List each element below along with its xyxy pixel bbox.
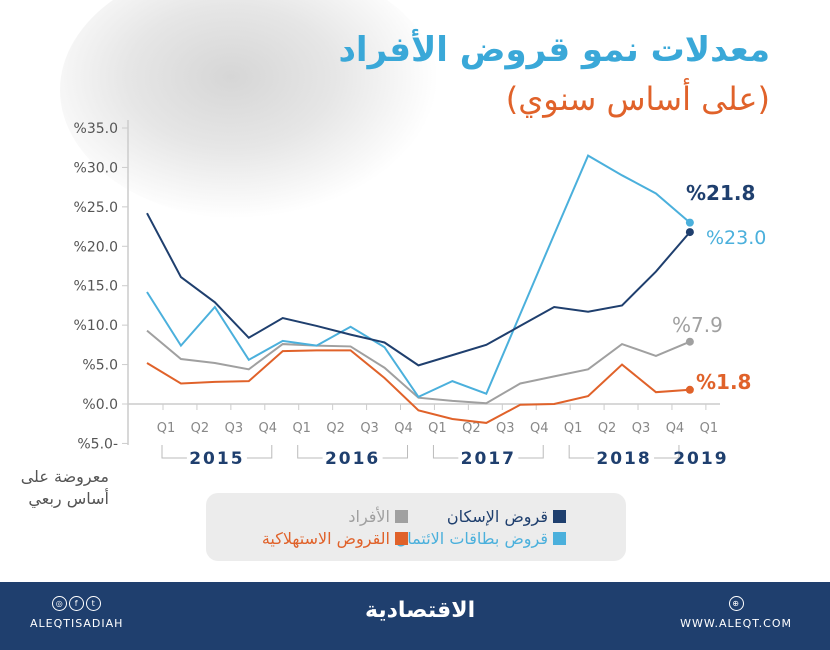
legend: قروض الإسكان الأفراد قروض بطاقات الائتما… [206, 493, 626, 561]
legend-item-consumer: القروض الاستهلاكية [262, 529, 408, 548]
end-value-label: %21.8 [686, 181, 755, 205]
x-tick-label: Q2 [326, 421, 345, 436]
x-tick-label: Q1 [428, 421, 447, 436]
globe-icon: ⊕ [728, 596, 744, 611]
y-tick-label: %10.0 [74, 318, 118, 334]
social-block: ◎ f t ALEQTISADIAH [30, 596, 123, 630]
year-bracket [161, 445, 273, 459]
end-value-label: %1.8 [696, 370, 751, 394]
legend-label: قروض الإسكان [446, 507, 548, 526]
year-label: 2015 [189, 449, 244, 469]
x-tick-label: Q3 [360, 421, 379, 436]
y-tick-label: %30.0 [74, 160, 118, 176]
year-label: 2017 [461, 449, 516, 469]
data-point [685, 337, 694, 346]
twitter-icon[interactable]: t [86, 596, 102, 611]
brand-logo: الاقتصادية [365, 598, 476, 623]
x-tick-label: Q4 [666, 421, 685, 436]
social-handle[interactable]: ALEQTISADIAH [30, 617, 124, 630]
legend-swatch [553, 510, 566, 523]
legend-swatch [395, 510, 408, 523]
x-tick-label: Q4 [530, 421, 549, 436]
series-line [146, 212, 691, 367]
y-tick-label: %20.0 [74, 239, 118, 255]
x-tick-label: Q3 [632, 421, 651, 436]
hand-money-photo [60, 0, 440, 220]
legend-item-housing: قروض الإسكان [447, 507, 566, 526]
website-link[interactable]: WWW.ALEQT.COM [680, 617, 792, 630]
x-tick-label: Q2 [462, 421, 481, 436]
x-tick-label: Q1 [292, 421, 311, 436]
data-point [685, 218, 694, 227]
x-tick-label: Q4 [259, 421, 278, 436]
x-tick-label: Q2 [598, 421, 617, 436]
x-tick-label: Q4 [394, 421, 413, 436]
legend-label: قروض بطاقات الائتمان [395, 529, 548, 548]
footer: ◎ f t ALEQTISADIAH الاقتصادية ⊕ WWW.ALEQT.… [0, 582, 830, 650]
data-point [685, 385, 694, 394]
year-label: 2019 [673, 449, 728, 469]
quarterly-note: معروضة على أساس ربعي [20, 467, 109, 508]
y-tick-label: %0.0 [82, 397, 118, 413]
chart-subtitle: (على أساس سنوي) [505, 80, 770, 118]
year-bracket [297, 445, 409, 459]
series-line [146, 349, 690, 424]
x-tick-label: Q1 [564, 421, 583, 436]
legend-item-credit-cards: قروض بطاقات الائتمان [396, 529, 566, 548]
year-bracket [432, 445, 544, 459]
line-chart: %5.0- %0.0 %5.0 %10.0 %15.0 %20.0 %25.0 %30.0 %3… [74, 120, 766, 469]
legend-label: القروض الاستهلاكية [261, 529, 390, 548]
x-tick-label: Q1 [157, 421, 176, 436]
legend-swatch [395, 532, 408, 545]
series-line [146, 154, 691, 399]
x-tick-label: Q3 [225, 421, 244, 436]
year-label: 2016 [325, 449, 380, 469]
x-tick-label: Q2 [191, 421, 210, 436]
legend-label: الأفراد [348, 507, 390, 526]
y-tick-label: %35.0 [74, 121, 118, 137]
website-block: ⊕ WWW.ALEQT.COM [680, 596, 792, 630]
x-tick-label: Q1 [700, 421, 719, 436]
y-tick-label: %5.0 [82, 358, 118, 374]
facebook-icon[interactable]: f [69, 596, 85, 611]
series-line [146, 329, 691, 405]
chart-title: معدلات نمو قروض الأفراد [338, 30, 770, 70]
data-point [685, 228, 694, 237]
end-value-label: %23.0 [706, 227, 766, 249]
year-bracket [568, 445, 680, 459]
legend-swatch [553, 532, 566, 545]
y-tick-label: %15.0 [74, 279, 118, 295]
legend-item-individuals: الأفراد [348, 507, 408, 526]
x-tick-label: Q3 [496, 421, 515, 436]
year-label: 2018 [596, 449, 651, 469]
end-value-label: %7.9 [672, 313, 723, 337]
instagram-icon[interactable]: ◎ [52, 596, 68, 611]
y-tick-label: %25.0 [74, 200, 118, 216]
y-tick-label: %5.0- [77, 436, 118, 452]
